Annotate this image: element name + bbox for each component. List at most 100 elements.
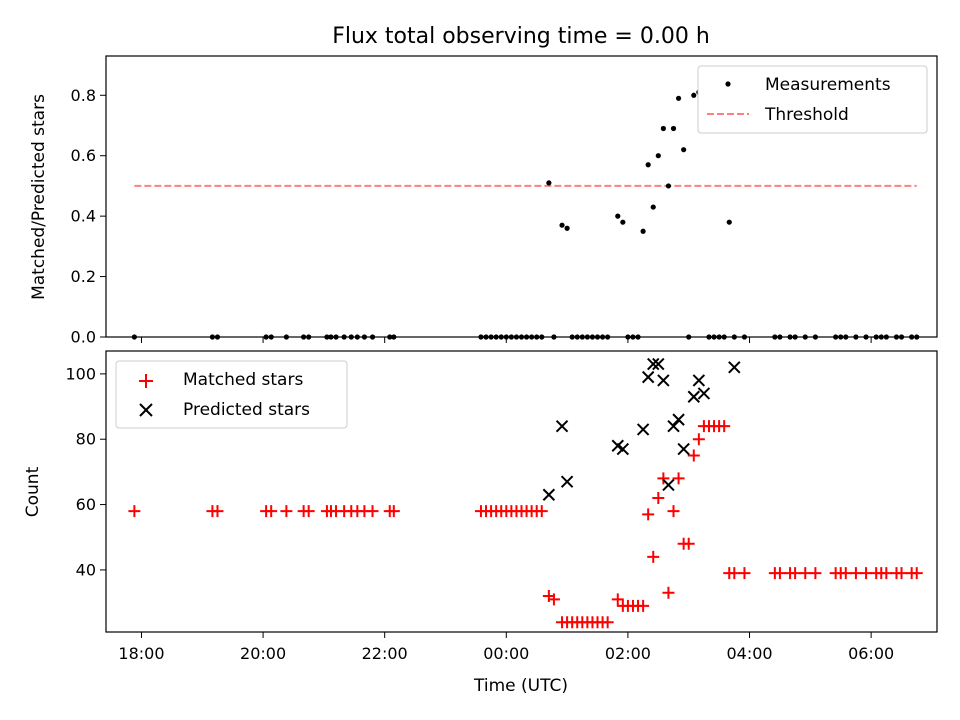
matched-star-point: [895, 567, 908, 580]
measurement-point: [691, 92, 697, 98]
legend-matched-label: Matched stars: [183, 370, 303, 390]
measurement-point: [483, 334, 489, 340]
measurement-point: [498, 334, 504, 340]
measurement-point: [574, 334, 580, 340]
top-legend-box: [697, 65, 928, 134]
measurement-point: [523, 334, 530, 340]
matched-star-point: [657, 472, 670, 485]
measurement-point: [675, 95, 682, 101]
matched-star-point: [692, 433, 705, 446]
measurement-point: [812, 334, 818, 340]
y-tick-label: 40: [76, 560, 96, 579]
measurement-point: [478, 334, 484, 340]
bottom-panel: 40 60 80 100 18:00 20:00 22:00 00:00 02:00 04:00…: [23, 350, 938, 696]
predicted-star-point: [652, 357, 665, 371]
measurement-point: [594, 334, 601, 340]
predicted-star-point: [728, 361, 741, 374]
matched-star-point: [302, 505, 315, 518]
top-y-axis: 0.0 0.2 0.4 0.6 0.8: [71, 86, 106, 347]
measurement-point: [387, 334, 393, 340]
measurement-point: [539, 334, 545, 340]
x-tick-label: 00:00: [483, 644, 529, 663]
predicted-star-point: [662, 478, 675, 492]
measurement-point: [635, 334, 641, 340]
measurement-point: [630, 334, 636, 340]
matched-star-point: [799, 567, 812, 580]
measurement-point: [324, 334, 330, 340]
measurement-point: [263, 334, 269, 340]
measurement-point: [518, 334, 525, 340]
measurement-point: [655, 153, 661, 159]
y-tick-label: 60: [76, 495, 96, 514]
measurement-point: [513, 334, 520, 340]
measurement-point: [301, 334, 307, 340]
measurement-point: [873, 334, 879, 340]
matched-star-point: [789, 567, 802, 580]
predicted-star-point: [697, 387, 711, 400]
matched-star-point: [809, 567, 822, 580]
x-tick-label: 06:00: [848, 644, 894, 663]
predicted-star-point: [560, 475, 574, 488]
measurement-point: [209, 334, 216, 340]
predicted-star-point: [657, 374, 670, 387]
matched-star-point: [773, 567, 786, 580]
measurement-point: [559, 222, 565, 228]
measurement-point: [716, 334, 722, 340]
measurement-point: [843, 334, 849, 340]
measurement-point: [354, 334, 360, 340]
measurement-point: [268, 334, 274, 340]
measurement-point: [333, 334, 339, 340]
measurement-point: [741, 334, 748, 340]
measurement-point: [369, 334, 376, 340]
measurement-point: [131, 334, 137, 340]
measurement-point: [909, 334, 915, 340]
measurement-point: [792, 334, 798, 340]
measurement-point: [569, 334, 575, 340]
measurement-point: [686, 334, 692, 340]
x-tick-label: 22:00: [362, 644, 408, 663]
measurement-point: [620, 219, 626, 225]
bottom-x-axis: 18:00 20:00 22:00 00:00 02:00 04:00 06:00: [118, 632, 894, 663]
measurement-point: [665, 183, 672, 189]
legend-threshold-label: Threshold: [764, 105, 849, 125]
measurement-point: [534, 334, 540, 340]
matched-star-point: [637, 599, 650, 612]
matched-star-point: [387, 505, 400, 518]
measurement-point: [706, 334, 712, 340]
measurement-point: [772, 334, 778, 340]
legend-measurements-label: Measurements: [765, 75, 891, 95]
measurement-point: [529, 334, 535, 340]
measurement-point: [838, 334, 844, 340]
measurement-point: [721, 334, 727, 340]
measurement-point: [660, 125, 666, 132]
measurement-point: [579, 334, 585, 340]
predicted-star-point: [677, 442, 690, 456]
top-y-axis-label: Matched/Predicted stars: [29, 94, 49, 300]
measurement-point: [898, 334, 905, 340]
bottom-legend: Matched stars Predicted stars: [115, 360, 348, 429]
measurement-point: [283, 334, 289, 340]
measurement-point: [361, 334, 368, 340]
matched-star-point: [738, 567, 751, 580]
measurement-point: [328, 334, 334, 340]
measurement-point: [599, 334, 606, 340]
measurement-point: [878, 334, 884, 340]
top-legend: Measurements Threshold: [697, 65, 928, 134]
measurement-point: [802, 334, 808, 340]
measurement-point: [883, 334, 889, 340]
y-tick-label: 80: [76, 430, 96, 449]
matched-star-point: [128, 505, 141, 518]
matched-star-point: [910, 567, 923, 580]
measurement-point: [787, 334, 793, 340]
bottom-plot-area: [128, 357, 923, 629]
top-panel: 0.00.20.40.60.8 Matched/Predicted stars …: [29, 55, 938, 347]
matched-star-point: [642, 508, 655, 521]
matched-star-point: [535, 505, 548, 518]
measurement-point: [615, 213, 621, 219]
measurement-point: [853, 334, 859, 340]
y-tick-label: 100: [65, 364, 96, 383]
measurement-point: [584, 334, 590, 340]
top-plot-area: [131, 65, 920, 340]
matched-star-point: [687, 449, 700, 462]
